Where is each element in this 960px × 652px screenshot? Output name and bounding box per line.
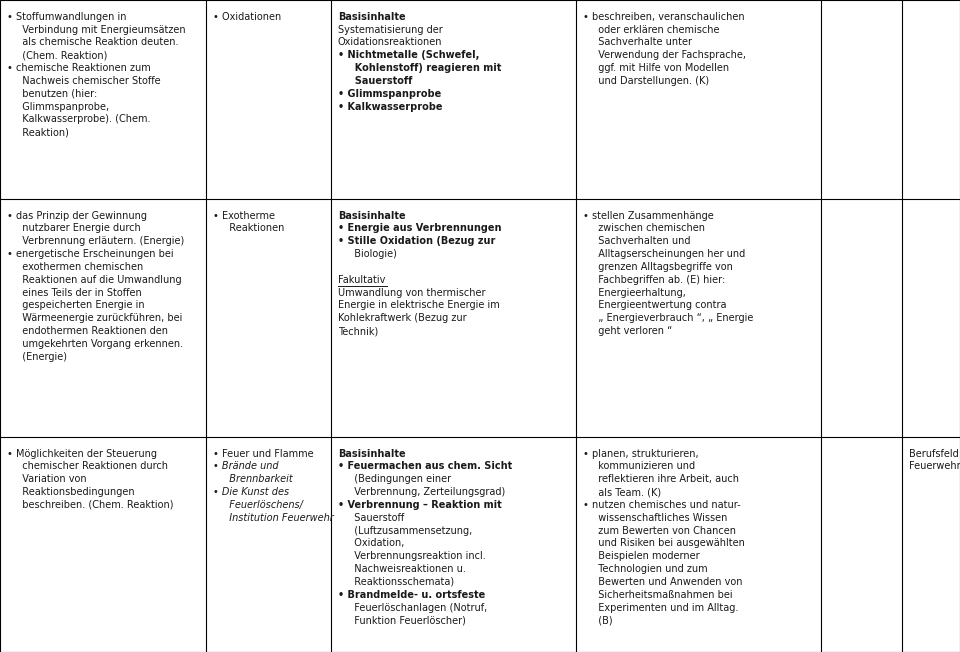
Text: wissenschaftliches Wissen: wissenschaftliches Wissen [592,512,728,523]
Text: chemischer Reaktionen durch: chemischer Reaktionen durch [16,462,168,471]
Text: Technologien und zum: Technologien und zum [592,564,708,574]
Text: Energieerhaltung,: Energieerhaltung, [592,288,686,297]
Text: Fachbegriffen ab. (E) hier:: Fachbegriffen ab. (E) hier: [592,274,726,285]
Text: als chemische Reaktion deuten.: als chemische Reaktion deuten. [16,37,179,48]
Text: Kohlekraftwerk (Bezug zur: Kohlekraftwerk (Bezug zur [338,313,467,323]
Text: kommunizieren und: kommunizieren und [592,462,695,471]
Text: Berufsfeld: Berufsfeld [909,449,959,458]
Text: Kalkwasserprobe). (Chem.: Kalkwasserprobe). (Chem. [16,114,151,125]
Text: als Team. (K): als Team. (K) [592,487,661,497]
Text: grenzen Alltagsbegriffe von: grenzen Alltagsbegriffe von [592,262,733,272]
Text: • beschreiben, veranschaulichen: • beschreiben, veranschaulichen [583,12,744,22]
Text: (B): (B) [592,615,612,625]
Text: und Risiken bei ausgewählten: und Risiken bei ausgewählten [592,539,745,548]
Text: exothermen chemischen: exothermen chemischen [16,262,144,272]
Text: Verbrennung erläutern. (Energie): Verbrennung erläutern. (Energie) [16,236,184,246]
Text: Oxidationsreaktionen: Oxidationsreaktionen [338,37,443,48]
Text: Sachverhalten und: Sachverhalten und [592,236,691,246]
Text: Funktion Feuerlöscher): Funktion Feuerlöscher) [348,615,466,625]
Text: Energie in elektrische Energie im: Energie in elektrische Energie im [338,301,499,310]
Text: Biologie): Biologie) [348,249,396,259]
Text: Systematisierung der: Systematisierung der [338,25,443,35]
Text: Reaktionen auf die Umwandlung: Reaktionen auf die Umwandlung [16,274,182,285]
Text: • Brandmelde- u. ortsfeste: • Brandmelde- u. ortsfeste [338,590,485,600]
Text: geht verloren “: geht verloren “ [592,326,673,336]
Text: • Verbrennung – Reaktion mit: • Verbrennung – Reaktion mit [338,500,502,510]
Text: • stellen Zusammenhänge: • stellen Zusammenhänge [583,211,713,220]
Text: Institution Feuerwehr: Institution Feuerwehr [223,512,333,523]
Text: und Darstellungen. (K): und Darstellungen. (K) [592,76,709,86]
Text: Variation von: Variation von [16,474,87,484]
Text: • Kalkwasserprobe: • Kalkwasserprobe [338,102,443,111]
Text: Basisinhalte: Basisinhalte [338,12,405,22]
Text: zwischen chemischen: zwischen chemischen [592,224,706,233]
Text: Reaktionen: Reaktionen [223,224,284,233]
Text: Reaktion): Reaktion) [16,127,69,137]
Text: • nutzen chemisches und natur-: • nutzen chemisches und natur- [583,500,740,510]
Text: • Stille Oxidation (Bezug zur: • Stille Oxidation (Bezug zur [338,236,495,246]
Text: umgekehrten Vorgang erkennen.: umgekehrten Vorgang erkennen. [16,339,183,349]
Text: • Brände und: • Brände und [213,462,278,471]
Text: • Exotherme: • Exotherme [213,211,276,220]
Text: Sachverhalte unter: Sachverhalte unter [592,37,692,48]
Text: Nachweisreaktionen u.: Nachweisreaktionen u. [348,564,466,574]
Text: Basisinhalte: Basisinhalte [338,211,405,220]
Text: Feuerlöschanlagen (Notruf,: Feuerlöschanlagen (Notruf, [348,602,487,613]
Text: (Energie): (Energie) [16,352,67,362]
Text: • Möglichkeiten der Steuerung: • Möglichkeiten der Steuerung [7,449,156,458]
Text: • chemische Reaktionen zum: • chemische Reaktionen zum [7,63,151,73]
Text: zum Bewerten von Chancen: zum Bewerten von Chancen [592,526,736,535]
Text: Feuerwehr: Feuerwehr [909,462,960,471]
Text: • Glimmspanprobe: • Glimmspanprobe [338,89,442,98]
Text: Verbrennung, Zerteilungsgrad): Verbrennung, Zerteilungsgrad) [348,487,505,497]
Text: Alltagserscheinungen her und: Alltagserscheinungen her und [592,249,746,259]
Text: Sauerstoff: Sauerstoff [348,76,412,86]
Text: Basisinhalte: Basisinhalte [338,449,405,458]
Text: Energieentwertung contra: Energieentwertung contra [592,301,727,310]
Text: Reaktionsschemata): Reaktionsschemata) [348,577,454,587]
Text: reflektieren ihre Arbeit, auch: reflektieren ihre Arbeit, auch [592,474,739,484]
Text: beschreiben. (Chem. Reaktion): beschreiben. (Chem. Reaktion) [16,500,174,510]
Text: Feuerlöschens/: Feuerlöschens/ [223,500,302,510]
Text: Oxidation,: Oxidation, [348,539,404,548]
Text: • Die Kunst des: • Die Kunst des [213,487,289,497]
Text: gespeicherten Energie in: gespeicherten Energie in [16,301,145,310]
Text: • energetische Erscheinungen bei: • energetische Erscheinungen bei [7,249,174,259]
Text: • Energie aus Verbrennungen: • Energie aus Verbrennungen [338,224,501,233]
Text: • Stoffumwandlungen in: • Stoffumwandlungen in [7,12,126,22]
Text: (Chem. Reaktion): (Chem. Reaktion) [16,50,108,60]
Text: Experimenten und im Alltag.: Experimenten und im Alltag. [592,602,738,613]
Text: Sauerstoff: Sauerstoff [348,512,404,523]
Text: • Oxidationen: • Oxidationen [213,12,281,22]
Text: Sicherheitsmaßnahmen bei: Sicherheitsmaßnahmen bei [592,590,732,600]
Text: Nachweis chemischer Stoffe: Nachweis chemischer Stoffe [16,76,161,86]
Text: Glimmspanprobe,: Glimmspanprobe, [16,102,109,111]
Text: Brennbarkeit: Brennbarkeit [223,474,293,484]
Text: • Feuermachen aus chem. Sicht: • Feuermachen aus chem. Sicht [338,462,513,471]
Text: (Luftzusammensetzung,: (Luftzusammensetzung, [348,526,471,535]
Text: ggf. mit Hilfe von Modellen: ggf. mit Hilfe von Modellen [592,63,730,73]
Text: • Feuer und Flamme: • Feuer und Flamme [213,449,314,458]
Text: eines Teils der in Stoffen: eines Teils der in Stoffen [16,288,142,297]
Text: Bewerten und Anwenden von: Bewerten und Anwenden von [592,577,743,587]
Text: endothermen Reaktionen den: endothermen Reaktionen den [16,326,168,336]
Text: Verwendung der Fachsprache,: Verwendung der Fachsprache, [592,50,746,60]
Text: Kohlenstoff) reagieren mit: Kohlenstoff) reagieren mit [348,63,501,73]
Text: (Bedingungen einer: (Bedingungen einer [348,474,450,484]
Text: Reaktionsbedingungen: Reaktionsbedingungen [16,487,135,497]
Text: „ Energieverbrauch “, „ Energie: „ Energieverbrauch “, „ Energie [592,313,754,323]
Text: Fakultativ: Fakultativ [338,274,385,285]
Text: • planen, strukturieren,: • planen, strukturieren, [583,449,698,458]
Text: Beispielen moderner: Beispielen moderner [592,551,700,561]
Text: benutzen (hier:: benutzen (hier: [16,89,98,98]
Text: • das Prinzip der Gewinnung: • das Prinzip der Gewinnung [7,211,147,220]
Text: oder erklären chemische: oder erklären chemische [592,25,720,35]
Text: Umwandlung von thermischer: Umwandlung von thermischer [338,288,486,297]
Text: • Nichtmetalle (Schwefel,: • Nichtmetalle (Schwefel, [338,50,479,60]
Text: Wärmeenergie zurückführen, bei: Wärmeenergie zurückführen, bei [16,313,182,323]
Text: Verbindung mit Energieumsätzen: Verbindung mit Energieumsätzen [16,25,186,35]
Text: Technik): Technik) [338,326,378,336]
Text: nutzbarer Energie durch: nutzbarer Energie durch [16,224,141,233]
Text: Verbrennungsreaktion incl.: Verbrennungsreaktion incl. [348,551,485,561]
